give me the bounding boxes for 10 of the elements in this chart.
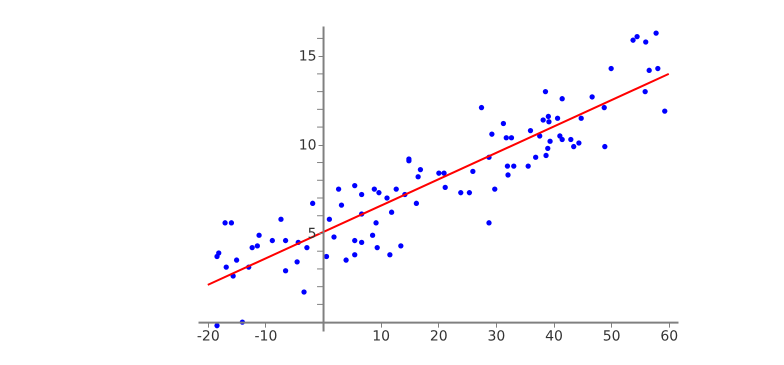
x-tick-label: -10 xyxy=(254,328,278,345)
x-tick-label: 60 xyxy=(660,328,678,345)
y-tick-label: 10 xyxy=(298,137,317,154)
x-tick-label: 30 xyxy=(487,328,506,345)
x-tick-label: 10 xyxy=(372,328,390,345)
x-tick-label: -20 xyxy=(196,328,220,345)
x-tick-label: 40 xyxy=(545,328,563,345)
x-tick-label: 20 xyxy=(430,328,448,345)
x-tick-label: 50 xyxy=(602,328,621,345)
y-tick-label: 15 xyxy=(298,48,317,65)
